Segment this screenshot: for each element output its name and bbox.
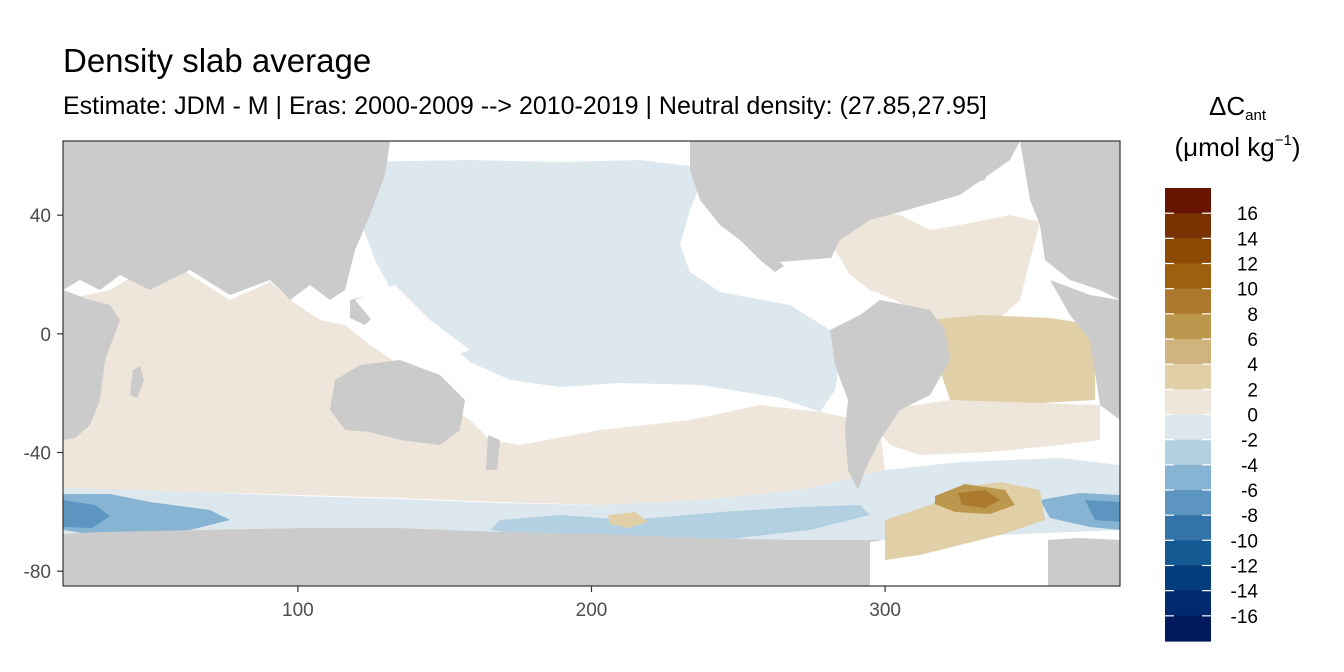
colorbar-swatch (1165, 490, 1211, 516)
land-antarctica-east (1045, 538, 1120, 586)
colorbar-swatch (1165, 238, 1211, 265)
y-tick-label: 40 (30, 206, 51, 227)
south-atlantic-region (870, 400, 1100, 455)
colorbar: 16 14 12 10 8 6 4 2 0 -2 -4 -6 -8 -10 -12 -14 -16 (1165, 188, 1258, 642)
colorbar-swatch (1165, 339, 1211, 365)
colorbar-swatch (1165, 540, 1211, 567)
indian-ocean-region (63, 262, 885, 505)
y-tick-label: -80 (24, 562, 51, 583)
colorbar-swatch (1165, 313, 1211, 340)
colorbar-label: 4 (1247, 355, 1258, 376)
no-data-patches (355, 258, 1048, 586)
colorbar-swatch (1165, 364, 1211, 390)
colorbar-label: 0 (1247, 406, 1258, 427)
colorbar-label: 14 (1237, 229, 1259, 250)
colorbar-swatch (1165, 288, 1211, 315)
x-axis: 100 200 300 (282, 586, 901, 621)
colorbar-swatch (1165, 565, 1211, 592)
colorbar-label: 8 (1247, 305, 1258, 326)
colorbar-swatch (1165, 515, 1211, 541)
colorbar-swatch (1165, 389, 1211, 416)
land-new-zealand (486, 435, 500, 470)
colorbar-swatch (1165, 464, 1211, 491)
colorbar-swatch (1165, 590, 1211, 617)
land-antarctica (63, 528, 885, 586)
x-tick-label: 300 (869, 600, 901, 621)
no-data-east-edge (1040, 540, 1048, 586)
legend-unit-exponent: −1 (1274, 132, 1292, 150)
colorbar-swatch (1165, 439, 1211, 466)
legend-symbol-subscript: ant (1245, 107, 1266, 124)
land (63, 141, 1120, 586)
land-madagascar (130, 366, 144, 398)
land-south-america (830, 300, 950, 490)
land-asia (63, 141, 390, 300)
colorbar-label: -12 (1231, 557, 1258, 578)
weddell-strong-core (958, 490, 1000, 508)
y-tick-label: 0 (40, 325, 51, 346)
x-tick-label: 100 (282, 600, 314, 621)
north-atlantic-region (830, 210, 1040, 330)
colorbar-label: -2 (1241, 431, 1258, 452)
map-panel (63, 141, 1120, 586)
tropical-atlantic-region (930, 315, 1095, 403)
colorbar-label: 12 (1237, 255, 1258, 276)
colorbar-swatch (1165, 188, 1211, 214)
plot-title: Density slab average (63, 42, 372, 79)
colorbar-swatch (1165, 263, 1211, 290)
no-data-maritime (355, 285, 470, 360)
legend-unit-close: ) (1291, 132, 1301, 163)
no-data-weddell-edge (870, 540, 885, 586)
southern-ocean-deep-east (1085, 500, 1120, 522)
colorbar-label: 2 (1247, 380, 1258, 401)
colorbar-label: -14 (1231, 582, 1259, 603)
colorbar-label: -8 (1241, 506, 1258, 527)
southern-ocean-deep-west (63, 500, 110, 528)
legend-unit-open: (μmol kg (1174, 132, 1275, 163)
land-europe (1020, 141, 1120, 300)
land-africa (63, 290, 120, 440)
colorbar-label: -4 (1241, 456, 1258, 477)
colorbar-label: -10 (1231, 531, 1258, 552)
land-west-africa (1050, 280, 1120, 420)
land-greenland (880, 141, 1000, 192)
y-tick-label: -40 (24, 444, 51, 465)
y-axis: 40 0 -40 -80 (24, 206, 63, 583)
colorbar-swatch (1165, 615, 1211, 642)
colorbar-label: 16 (1237, 204, 1258, 225)
colorbar-label: -16 (1231, 607, 1258, 628)
ross-sea-positive (608, 512, 648, 528)
colorbar-label: 10 (1237, 280, 1258, 301)
legend-symbol-text: ΔC (1208, 91, 1246, 121)
land-australia (330, 360, 465, 445)
legend-symbol: ΔCant (1150, 86, 1325, 127)
legend-title: ΔCant (μmol kg−1) (1150, 86, 1325, 168)
southern-ocean-blue-west (63, 494, 230, 535)
no-data-caribbean (780, 258, 850, 290)
southern-ocean-blue-central (490, 505, 870, 540)
x-tick-label: 200 (576, 600, 608, 621)
colorbar-swatch (1165, 414, 1211, 441)
colorbar-label: -6 (1241, 481, 1258, 502)
plot-subtitle: Estimate: JDM - M | Eras: 2000-2009 --> … (63, 92, 987, 120)
colorbar-swatch (1165, 213, 1211, 239)
pacific-region (352, 160, 840, 412)
legend-unit: (μmol kg−1) (1150, 127, 1325, 167)
colorbar-label: 6 (1247, 330, 1258, 351)
